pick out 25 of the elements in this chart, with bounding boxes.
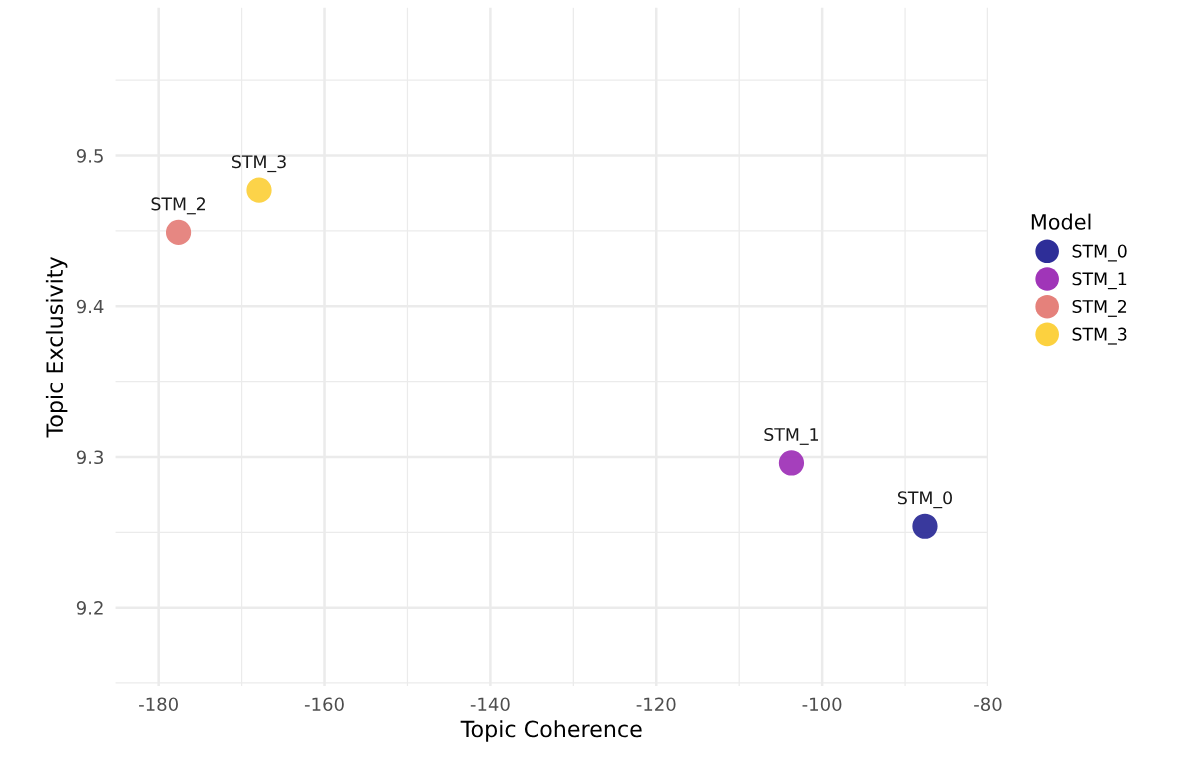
point xyxy=(778,450,805,476)
point xyxy=(165,219,192,245)
x-tick-label: -80 xyxy=(974,697,1002,712)
x-tick-label: -100 xyxy=(802,697,842,712)
x-tick-label: -120 xyxy=(636,697,676,712)
point xyxy=(912,513,938,539)
legend-title: Model xyxy=(1031,213,1091,230)
legend-label: STM_1 xyxy=(1072,272,1127,290)
x-tick-label: -160 xyxy=(304,697,344,712)
x-tick-label: -140 xyxy=(470,697,510,712)
text: STM_2 xyxy=(151,197,205,215)
y-tick-label: 9.2 xyxy=(76,601,103,615)
text: STM_0 xyxy=(897,491,952,509)
text: STM_3 xyxy=(232,155,286,173)
legend-label: STM_0 xyxy=(1072,244,1127,262)
text: STM_1 xyxy=(764,427,819,445)
x-tick-label: -180 xyxy=(139,697,178,712)
point xyxy=(246,177,272,203)
y-axis-title: Topic Exclusivity xyxy=(45,257,68,438)
y-tick-label: 9.5 xyxy=(76,148,103,163)
legend-label: STM_3 xyxy=(1072,327,1127,345)
legend-label: STM_2 xyxy=(1072,299,1127,317)
y-tick-label: 9.4 xyxy=(76,299,104,314)
y-tick-label: 9.3 xyxy=(76,450,103,465)
x-axis-title: Topic Coherence xyxy=(460,720,642,742)
